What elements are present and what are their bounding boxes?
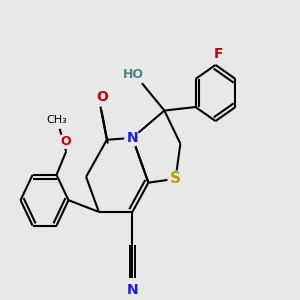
Text: N: N: [127, 283, 138, 297]
Text: O: O: [61, 135, 71, 148]
Text: F: F: [214, 47, 224, 61]
Text: CH₃: CH₃: [46, 115, 67, 125]
Text: S: S: [170, 171, 181, 186]
Text: O: O: [96, 90, 108, 104]
Text: N: N: [127, 131, 138, 145]
Text: HO: HO: [123, 68, 144, 81]
